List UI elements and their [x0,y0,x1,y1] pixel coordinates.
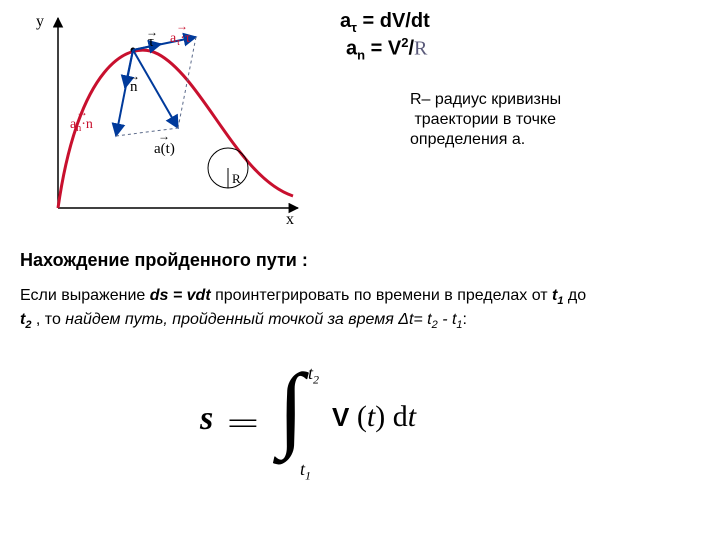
svg-text:aτ·τ: aτ·τ [170,31,191,48]
kinematics-diagram: y x R → τ [18,8,308,228]
svg-text:τ: τ [148,34,154,50]
axis-y-label: y [36,13,44,30]
tangential-accel-formula: aτ = dV/dt [340,10,690,35]
trajectory-curve [58,50,293,208]
svg-text:R: R [232,171,241,186]
svg-text:n: n [130,79,138,95]
svg-text:a(t): a(t) [154,141,175,157]
axis-x-label: x [286,211,294,228]
radius-definition-text: R– радиус кривизны траектории в точке оп… [410,90,690,150]
svg-text:an·n: an·n [70,117,93,134]
path-paragraph: Если выражение ds = vdt проинтегрировать… [20,285,700,333]
path-heading: Нахождение пройденного пути : [20,250,308,271]
normal-accel-formula: an = V2/R [346,35,690,63]
path-integral-formula: s == ∫ t2 t1 V (t) dt [200,355,520,495]
acceleration-formulas: aτ = dV/dt an = V2/R [340,10,690,63]
